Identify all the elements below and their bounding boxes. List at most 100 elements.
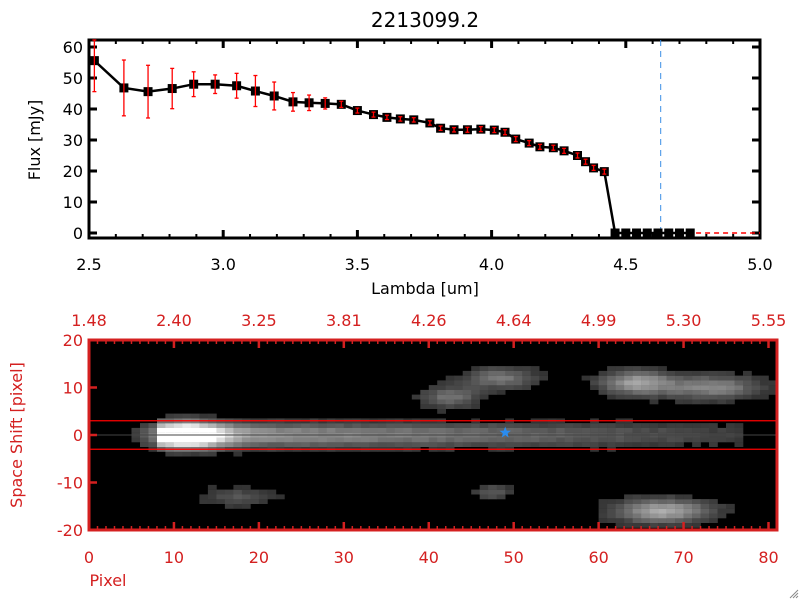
image-pixel: [173, 413, 183, 419]
image-pixel: [649, 518, 659, 523]
image-pixel: [734, 427, 744, 433]
wavelength-tick-label: 3.81: [326, 311, 362, 330]
image-pixel: [615, 518, 625, 523]
image-pixel: [148, 437, 158, 443]
image-pixel: [369, 423, 379, 428]
image-pixel: [581, 442, 591, 447]
image-pixel: [505, 380, 514, 386]
image-pixel: [700, 503, 710, 509]
image-pixel: [734, 385, 744, 390]
image-pixel: [607, 437, 616, 443]
image-pixel: [267, 423, 277, 428]
image-pixel: [547, 442, 557, 447]
image-pixel: [649, 380, 659, 386]
image-pixel: [615, 522, 625, 528]
image-pixel: [530, 375, 540, 381]
x-tick-label: 60: [588, 548, 608, 567]
image-pixel: [233, 499, 243, 504]
image-pixel: [420, 442, 430, 447]
image-pixel: [624, 508, 633, 514]
image-pixel: [437, 394, 446, 400]
image-pixel: [207, 413, 217, 419]
image-pixel: [173, 423, 183, 428]
image-pixel: [462, 385, 472, 390]
image-pixel: [692, 385, 701, 390]
image-pixel: [590, 423, 599, 428]
image-pixel: [598, 370, 608, 376]
image-pixel: [394, 437, 404, 443]
image-pixel: [182, 437, 192, 443]
image-pixel: [190, 413, 200, 419]
image-pixel: [471, 370, 480, 376]
image-pixel: [624, 503, 633, 509]
image-pixel: [479, 394, 489, 400]
image-pixel: [598, 518, 608, 523]
image-pixel: [157, 427, 166, 433]
image-pixel: [496, 494, 506, 500]
image-pixel: [751, 389, 761, 395]
image-pixel: [768, 380, 778, 386]
image-pixel: [199, 442, 209, 447]
image-pixel: [709, 513, 718, 519]
image-pixel: [445, 380, 455, 386]
resize-grip-icon[interactable]: [789, 589, 799, 599]
image-pixel: [649, 442, 659, 447]
image-pixel: [692, 503, 701, 509]
image-pixel: [624, 513, 633, 519]
image-pixel: [428, 442, 438, 447]
image-pixel: [275, 423, 285, 428]
image-pixel: [454, 404, 463, 409]
image-pixel: [165, 442, 175, 447]
image-pixel: [709, 503, 718, 509]
image-pixel: [496, 375, 506, 381]
image-pixel: [683, 518, 693, 523]
image-pixel: [267, 427, 277, 433]
image-pixel: [666, 522, 676, 528]
image-pixel: [250, 423, 260, 428]
image-pixel: [632, 508, 642, 514]
image-pixel: [488, 427, 497, 433]
image-pixel: [241, 503, 251, 509]
image-pixel: [658, 437, 667, 443]
image-pixel: [675, 522, 684, 528]
image-pixel: [377, 442, 387, 447]
image-pixel: [709, 385, 718, 390]
image-pixel: [224, 499, 234, 504]
image-pixel: [216, 427, 226, 433]
image-pixel: [607, 508, 616, 514]
image-pixel: [454, 385, 463, 390]
image-pixel: [581, 423, 591, 428]
image-pixel: [258, 489, 268, 495]
image-pixel: [641, 366, 650, 371]
image-pixel: [666, 370, 676, 376]
image-pixel: [522, 437, 531, 443]
image-pixel: [241, 484, 251, 490]
image-pixel: [666, 375, 676, 381]
image-pixel: [641, 370, 650, 376]
image-pixel: [496, 442, 506, 447]
image-pixel: [632, 503, 642, 509]
image-pixel: [598, 385, 608, 390]
image-pixel: [148, 442, 158, 447]
image-pixel: [157, 437, 166, 443]
image-pixel: [658, 522, 667, 528]
image-pixel: [649, 427, 659, 433]
wavelength-tick-label: 5.30: [666, 311, 702, 330]
image-pixel: [292, 437, 302, 443]
image-pixel: [539, 423, 548, 428]
image-pixel: [658, 385, 667, 390]
image-pixel: [207, 442, 217, 447]
image-pixel: [190, 442, 200, 447]
image-pixel: [377, 427, 387, 433]
image-pixel: [709, 423, 718, 428]
image-pixel: [624, 423, 633, 428]
image-pixel: [462, 427, 472, 433]
image-pixel: [632, 394, 642, 400]
image-pixel: [726, 437, 735, 443]
image-pixel: [632, 427, 642, 433]
image-pixel: [530, 380, 540, 386]
image-pixel: [437, 408, 446, 414]
image-pixel: [692, 399, 701, 405]
image-pixel: [471, 375, 480, 381]
image-pixel: [496, 427, 506, 433]
